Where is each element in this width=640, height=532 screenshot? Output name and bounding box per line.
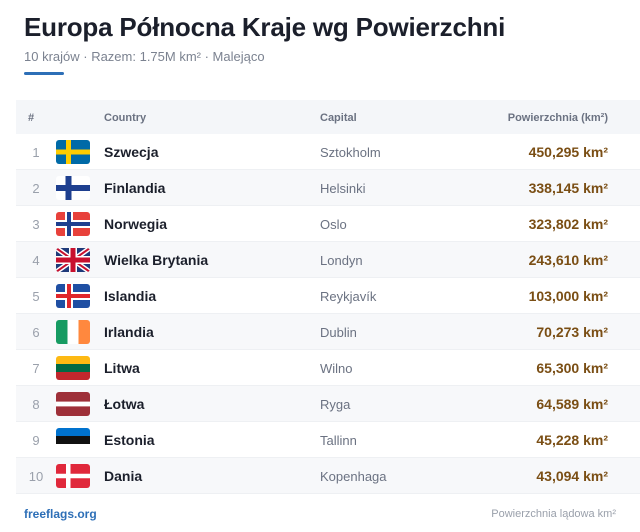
row-country: Finlandia bbox=[104, 180, 166, 196]
row-rank: 3 bbox=[32, 217, 40, 232]
row-area: 64,589 km² bbox=[536, 396, 608, 412]
countries-table: # Country Capital Powierzchnia (km²) 1 S… bbox=[16, 100, 640, 494]
table-row[interactable]: 6 Irlandia Dublin 70,273 km² bbox=[16, 314, 640, 350]
row-rank: 7 bbox=[32, 361, 40, 376]
row-capital: Sztokholm bbox=[320, 145, 381, 160]
finland-flag-icon bbox=[56, 176, 90, 200]
table-row[interactable]: 9 Estonia Tallinn 45,228 km² bbox=[16, 422, 640, 458]
row-area: 323,802 km² bbox=[528, 216, 608, 232]
row-capital: Kopenhaga bbox=[320, 469, 387, 484]
row-area: 43,094 km² bbox=[536, 468, 608, 484]
column-header-area[interactable]: Powierzchnia (km²) bbox=[507, 112, 608, 124]
row-capital: Reykjavík bbox=[320, 289, 377, 304]
row-rank: 1 bbox=[32, 145, 40, 160]
row-capital: Dublin bbox=[320, 325, 357, 340]
united-kingdom-flag-icon bbox=[56, 248, 90, 272]
table-row[interactable]: 5 Islandia Reykjavík 103,000 km² bbox=[16, 278, 640, 314]
row-country: Norwegia bbox=[104, 216, 168, 232]
row-rank: 4 bbox=[32, 253, 40, 268]
row-rank: 8 bbox=[32, 397, 40, 412]
row-capital: Londyn bbox=[320, 253, 363, 268]
row-area: 70,273 km² bbox=[536, 324, 608, 340]
row-rank: 9 bbox=[32, 433, 40, 448]
row-area: 243,610 km² bbox=[528, 252, 608, 268]
table-header: # Country Capital Powierzchnia (km²) bbox=[16, 100, 640, 134]
footer-brand-link[interactable]: freeflags.org bbox=[24, 507, 97, 521]
row-country: Irlandia bbox=[104, 324, 154, 340]
page-title: Europa Północna Kraje wg Powierzchni bbox=[24, 12, 506, 42]
row-country: Estonia bbox=[104, 432, 155, 448]
table-row[interactable]: 8 Łotwa Ryga 64,589 km² bbox=[16, 386, 640, 422]
row-capital: Wilno bbox=[320, 361, 353, 376]
row-area: 338,145 km² bbox=[528, 180, 608, 196]
row-rank: 6 bbox=[32, 325, 40, 340]
footer-note: Powierzchnia lądowa km² bbox=[491, 508, 616, 520]
table-row[interactable]: 3 Norwegia Oslo 323,802 km² bbox=[16, 206, 640, 242]
table-row[interactable]: 7 Litwa Wilno 65,300 km² bbox=[16, 350, 640, 386]
lithuania-flag-icon bbox=[56, 356, 90, 380]
denmark-flag-icon bbox=[56, 464, 90, 488]
page-subtitle: 10 krajów · Razem: 1.75M km² · Malejąco bbox=[24, 49, 265, 64]
row-country: Wielka Brytania bbox=[104, 252, 209, 268]
table-row[interactable]: 1 Szwecja Sztokholm 450,295 km² bbox=[16, 134, 640, 170]
row-area: 103,000 km² bbox=[528, 288, 608, 304]
norway-flag-icon bbox=[56, 212, 90, 236]
row-capital: Helsinki bbox=[320, 181, 366, 196]
table-row[interactable]: 2 Finlandia Helsinki 338,145 km² bbox=[16, 170, 640, 206]
row-country: Litwa bbox=[104, 360, 140, 376]
latvia-flag-icon bbox=[56, 392, 90, 416]
table-row[interactable]: 10 Dania Kopenhaga 43,094 km² bbox=[16, 458, 640, 494]
row-area: 65,300 km² bbox=[536, 360, 608, 376]
row-rank: 5 bbox=[32, 289, 40, 304]
ireland-flag-icon bbox=[56, 320, 90, 344]
title-accent-bar bbox=[24, 72, 64, 75]
column-header-country[interactable]: Country bbox=[104, 112, 147, 124]
row-rank: 2 bbox=[32, 181, 40, 196]
row-country: Dania bbox=[104, 468, 143, 484]
row-area: 45,228 km² bbox=[536, 432, 608, 448]
row-rank: 10 bbox=[28, 469, 44, 484]
iceland-flag-icon bbox=[56, 284, 90, 308]
estonia-flag-icon bbox=[56, 428, 90, 452]
column-header-rank[interactable]: # bbox=[28, 112, 35, 124]
row-capital: Oslo bbox=[320, 217, 347, 232]
row-capital: Ryga bbox=[320, 397, 351, 412]
table-row[interactable]: 4 Wielka Brytania Londyn 243,610 km² bbox=[16, 242, 640, 278]
row-area: 450,295 km² bbox=[528, 144, 608, 160]
column-header-capital[interactable]: Capital bbox=[320, 112, 357, 124]
sweden-flag-icon bbox=[56, 140, 90, 164]
row-country: Islandia bbox=[104, 288, 157, 304]
row-country: Łotwa bbox=[104, 396, 145, 412]
row-country: Szwecja bbox=[104, 144, 159, 160]
row-capital: Tallinn bbox=[320, 433, 357, 448]
